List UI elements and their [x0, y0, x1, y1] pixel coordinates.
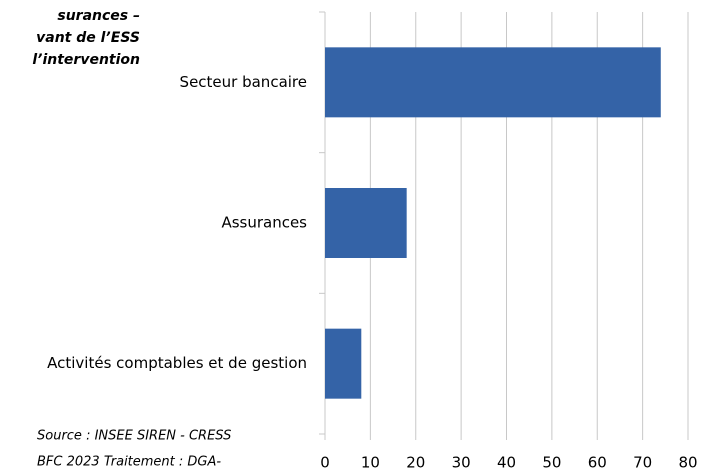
source-line: Source : INSEE SIREN - CRESS	[37, 429, 231, 444]
x-tick-label: 70	[633, 454, 652, 472]
y-tick-label: Secteur bancaire	[180, 73, 307, 91]
x-tick-label: 10	[361, 454, 380, 472]
y-tick-label: Assurances	[221, 214, 307, 232]
title-line: vant de l’ESS	[36, 30, 140, 46]
x-tick-label: 40	[497, 454, 516, 472]
x-tick-label: 0	[320, 454, 330, 472]
bar	[325, 188, 407, 258]
title-line: l’intervention	[32, 52, 140, 68]
title-line: surances –	[57, 8, 140, 24]
bar	[325, 47, 661, 118]
bar	[325, 328, 362, 399]
x-tick-label: 60	[588, 454, 607, 472]
source-line: BFC 2023 Traitement : DGA-	[37, 455, 221, 470]
x-tick-label: 30	[452, 454, 471, 472]
x-tick-label: 50	[542, 454, 561, 472]
x-tick-label: 80	[678, 454, 697, 472]
x-tick-label: 20	[406, 454, 425, 472]
y-tick-label: Activités comptables et de gestion	[47, 354, 307, 372]
